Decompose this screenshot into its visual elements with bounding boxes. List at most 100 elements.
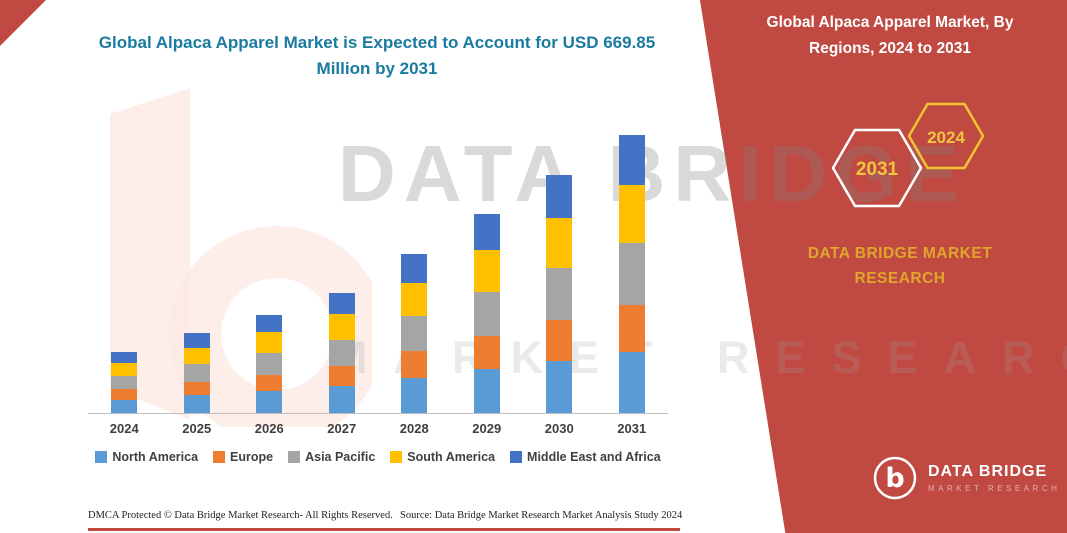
hexagon-2031-label: 2031 <box>856 159 899 180</box>
legend-item-south-america: South America <box>390 450 495 464</box>
bar-segment-north-america-2024 <box>111 399 138 413</box>
data-bridge-logo-icon: b <box>873 456 917 500</box>
bar-group-2031 <box>596 128 669 413</box>
x-axis-label-2030: 2030 <box>544 421 574 436</box>
svg-text:b: b <box>885 463 904 494</box>
chart-title: Global Alpaca Apparel Market is Expected… <box>98 33 656 79</box>
bar-segment-south-america-2028 <box>401 283 428 317</box>
bar-segment-middle-east-and-africa-2024 <box>111 351 138 364</box>
hexagon-2024 <box>907 102 985 170</box>
bar-segment-south-america-2024 <box>111 363 138 377</box>
bar-segment-south-america-2030 <box>546 218 573 269</box>
x-axis-label-2027: 2027 <box>327 421 357 436</box>
x-axis-label-2031: 2031 <box>617 421 647 436</box>
stacked-bar-2029 <box>473 214 500 413</box>
legend-swatch <box>213 451 226 463</box>
bar-segment-south-america-2031 <box>618 184 645 244</box>
bar-segment-north-america-2027 <box>328 386 355 413</box>
x-axis-label-2028: 2028 <box>399 421 429 436</box>
bar-segment-europe-2030 <box>546 320 573 361</box>
stacked-bar-2026 <box>256 314 283 413</box>
bar-group-2025 <box>161 128 234 413</box>
bar-segment-europe-2031 <box>618 304 645 352</box>
bar-group-2027 <box>306 128 379 413</box>
bar-group-2024 <box>88 128 161 413</box>
chart-legend: North America Europe Asia Pacific South Ame… <box>88 450 668 464</box>
bar-segment-middle-east-and-africa-2027 <box>328 292 355 315</box>
x-axis-label-2025: 2025 <box>182 421 212 436</box>
bar-segment-europe-2027 <box>328 366 355 387</box>
stacked-bar-2027 <box>328 292 355 413</box>
legend-item-north-america: North America <box>95 450 198 464</box>
stacked-bar-2031 <box>618 134 645 413</box>
bar-segment-asia-pacific-2030 <box>546 268 573 321</box>
bar-segment-north-america-2028 <box>401 378 428 413</box>
bar-segment-europe-2028 <box>401 351 428 379</box>
stacked-bar-2025 <box>183 333 210 413</box>
legend-swatch <box>390 451 403 463</box>
bar-group-2026 <box>233 128 306 413</box>
logo-title: DATA BRIDGE <box>928 463 1048 480</box>
x-axis-label-2026: 2026 <box>254 421 284 436</box>
legend-swatch <box>288 451 301 463</box>
bar-segment-north-america-2031 <box>618 351 645 413</box>
legend-label: South America <box>407 450 496 464</box>
bar-segment-asia-pacific-2029 <box>473 292 500 336</box>
legend-item-middle-east-and-africa: Middle East and Africa <box>510 450 661 464</box>
bar-segment-south-america-2025 <box>183 347 210 365</box>
bar-segment-asia-pacific-2028 <box>401 316 428 352</box>
bars <box>88 128 668 414</box>
bar-segment-middle-east-and-africa-2025 <box>183 333 210 348</box>
source-note: Source: Data Bridge Market Research Mark… <box>400 510 683 521</box>
legend-swatch <box>510 451 523 463</box>
bar-segment-south-america-2027 <box>328 314 355 340</box>
legend-label: Asia Pacific <box>305 450 376 464</box>
logo-subtitle: MARKET RESEARCH <box>928 484 1061 493</box>
legend-label: Europe <box>230 450 274 464</box>
bar-segment-north-america-2030 <box>546 360 573 413</box>
bar-segment-middle-east-and-africa-2026 <box>256 314 283 333</box>
company-logo: b DATA BRIDGE MARKET RESEARCH <box>872 455 1060 501</box>
bar-group-2030 <box>523 128 596 413</box>
bar-segment-europe-2024 <box>111 389 138 400</box>
legend-item-europe: Europe <box>213 450 273 464</box>
legend-item-asia-pacific: Asia Pacific <box>288 450 375 464</box>
legend-swatch <box>95 451 108 463</box>
bar-segment-asia-pacific-2026 <box>256 353 283 375</box>
stacked-bar-2030 <box>546 175 573 413</box>
bar-segment-south-america-2026 <box>256 332 283 354</box>
bar-segment-middle-east-and-africa-2031 <box>618 134 645 185</box>
bar-segment-asia-pacific-2024 <box>111 376 138 390</box>
bar-segment-north-america-2026 <box>256 391 283 413</box>
bar-segment-north-america-2029 <box>473 369 500 413</box>
year-hexagons: 2031 2024 <box>831 102 985 208</box>
bar-group-2029 <box>451 128 524 413</box>
x-axis-label-2029: 2029 <box>472 421 502 436</box>
stacked-bar-chart: 2024 2025 2026 2027 2028 2029 2030 2031 North A… <box>88 128 668 464</box>
bar-segment-europe-2029 <box>473 335 500 370</box>
bar-segment-south-america-2029 <box>473 250 500 293</box>
bar-segment-middle-east-and-africa-2030 <box>546 175 573 219</box>
brand-name: DATA BRIDGE MARKET RESEARCH <box>807 245 993 287</box>
dmca-notice: DMCA Protected © Data Bridge Market Rese… <box>88 510 393 521</box>
corner-triangle-decoration <box>0 0 46 46</box>
legend-label: Middle East and Africa <box>527 450 661 464</box>
legend-label: North America <box>112 450 199 464</box>
panel-heading: Global Alpaca Apparel Market, By Regions… <box>766 14 1014 58</box>
bar-segment-europe-2025 <box>183 381 210 396</box>
x-axis-labels: 2024 2025 2026 2027 2028 2029 2030 2031 <box>88 421 668 436</box>
bar-segment-middle-east-and-africa-2028 <box>401 254 428 284</box>
bar-segment-middle-east-and-africa-2029 <box>473 214 500 251</box>
bar-segment-asia-pacific-2031 <box>618 243 645 305</box>
stacked-bar-2024 <box>111 351 138 413</box>
bar-segment-asia-pacific-2025 <box>183 364 210 382</box>
bar-segment-north-america-2025 <box>183 395 210 413</box>
bar-segment-europe-2026 <box>256 374 283 392</box>
bottom-red-divider <box>88 528 680 531</box>
footer: DMCA Protected © Data Bridge Market Rese… <box>88 510 688 521</box>
x-axis-label-2024: 2024 <box>109 421 139 436</box>
hexagon-2024-label: 2024 <box>927 128 965 147</box>
stacked-bar-2028 <box>401 254 428 413</box>
hexagon-2031 <box>831 128 923 208</box>
